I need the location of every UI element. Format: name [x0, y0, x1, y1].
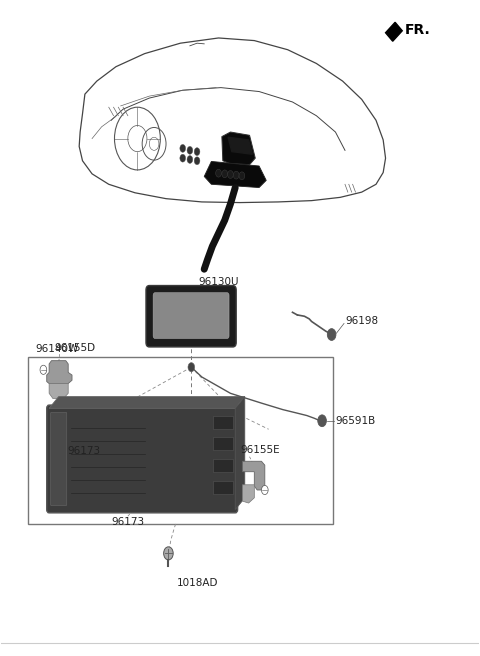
FancyBboxPatch shape [47, 405, 238, 513]
Text: 96173: 96173 [111, 518, 144, 527]
Circle shape [194, 157, 200, 165]
FancyBboxPatch shape [213, 459, 233, 472]
FancyBboxPatch shape [153, 293, 229, 338]
Circle shape [164, 547, 173, 560]
Text: 96140W: 96140W [36, 344, 79, 354]
Text: 96173: 96173 [67, 446, 100, 456]
FancyBboxPatch shape [146, 285, 236, 347]
FancyBboxPatch shape [213, 415, 233, 428]
Circle shape [40, 365, 47, 375]
Text: 96198: 96198 [345, 316, 378, 327]
Polygon shape [228, 137, 252, 154]
Circle shape [262, 485, 268, 495]
Text: 96155E: 96155E [240, 445, 280, 455]
Polygon shape [49, 384, 68, 399]
Circle shape [228, 171, 233, 178]
Polygon shape [385, 22, 402, 41]
Text: 1018AD: 1018AD [177, 577, 218, 588]
Circle shape [180, 154, 186, 162]
Polygon shape [235, 397, 245, 510]
Circle shape [239, 172, 245, 180]
Polygon shape [242, 485, 254, 503]
FancyBboxPatch shape [50, 412, 67, 506]
Circle shape [233, 171, 239, 179]
Polygon shape [204, 161, 266, 188]
Text: 96130U: 96130U [198, 277, 239, 287]
FancyBboxPatch shape [213, 481, 233, 494]
Text: FR.: FR. [405, 23, 431, 37]
Circle shape [187, 155, 193, 163]
Polygon shape [242, 461, 265, 490]
Bar [28, 358, 333, 524]
FancyBboxPatch shape [213, 438, 233, 451]
Text: 96591B: 96591B [336, 416, 376, 426]
Circle shape [216, 169, 221, 177]
Polygon shape [49, 397, 245, 408]
Circle shape [222, 170, 228, 178]
Circle shape [194, 148, 200, 155]
Circle shape [187, 146, 193, 154]
Text: 96155D: 96155D [55, 343, 96, 353]
Circle shape [318, 415, 326, 426]
Circle shape [327, 329, 336, 340]
Circle shape [180, 144, 186, 152]
Polygon shape [222, 132, 255, 165]
Circle shape [188, 363, 195, 372]
Polygon shape [47, 361, 72, 384]
